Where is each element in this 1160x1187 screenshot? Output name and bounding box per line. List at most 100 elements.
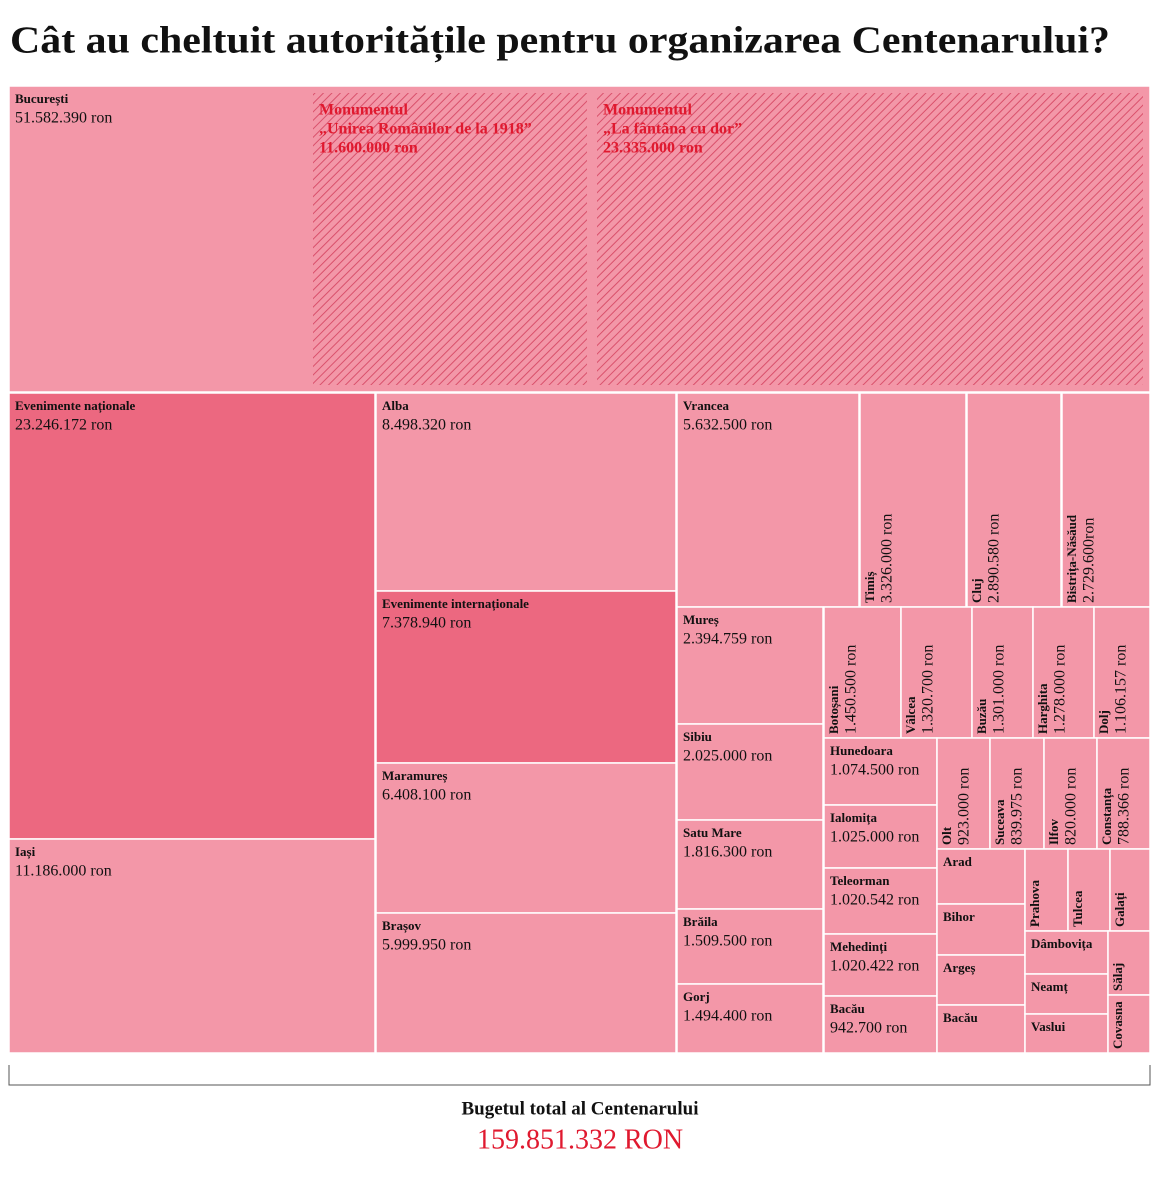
tile-label: 11.186.000 ron (15, 863, 112, 880)
tile-label: 1.301.000 ron (991, 645, 1008, 734)
tile (313, 93, 587, 385)
tile-label: Bistrița-Năsăud (1064, 514, 1080, 603)
tile-label: București (15, 91, 69, 107)
tile (966, 392, 1062, 608)
tile-label: Brașov (382, 918, 422, 934)
tile (823, 737, 938, 806)
tile-label: Bihor (943, 909, 975, 924)
tile-label: Galați (1112, 892, 1128, 927)
tile-label: 6.408.100 ron (382, 787, 471, 804)
tile-label: 8.498.320 ron (382, 417, 471, 434)
tile-label: Satu Mare (683, 825, 742, 840)
tile-label: Vrancea (683, 398, 729, 413)
tile-label: Iași (15, 844, 36, 860)
tile (936, 848, 1026, 905)
tile-label: Maramureș (382, 768, 447, 784)
tile (1109, 848, 1151, 932)
tile (989, 737, 1045, 850)
tile-label: 923.000 ron (956, 768, 973, 845)
tile-label: 1.025.000 ron (830, 829, 919, 846)
tile-label: 5.999.950 ron (382, 937, 471, 954)
tile-label: Ialomița (830, 810, 877, 826)
tile (936, 903, 1026, 956)
tile-label: Botoșani (826, 685, 842, 734)
tile (597, 93, 1143, 385)
tile-label: Dolj (1096, 710, 1111, 734)
tile-label: „La fântâna cu dor” (603, 121, 742, 138)
tile (375, 590, 677, 764)
tile-label: Bacău (830, 1001, 865, 1016)
tile-label: 7.378.940 ron (382, 615, 471, 632)
tile-label: Tulcea (1070, 890, 1085, 927)
tile-label: Brăila (683, 914, 718, 929)
tile-label: Cluj (969, 578, 984, 603)
total-value: 159.851.332 RON (477, 1124, 683, 1155)
tile-label: 2.890.580 ron (986, 514, 1003, 603)
tile (676, 606, 824, 725)
tile (936, 1004, 1026, 1054)
tile (1093, 606, 1151, 739)
tile-label: 23.246.172 ron (15, 417, 112, 434)
tile-label: Timiș (862, 571, 878, 603)
tile (1107, 994, 1151, 1054)
tile-label: 1.020.422 ron (830, 958, 919, 975)
tile-label: Constanța (1099, 787, 1115, 845)
tile-label: Ilfov (1046, 819, 1061, 846)
tile (1061, 392, 1151, 608)
tile-label: 3.326.000 ron (879, 514, 896, 603)
tile-label: 1.278.000 ron (1052, 645, 1069, 734)
tile-label: Covasna (1110, 1001, 1125, 1049)
tile-label: 839.975 ron (1009, 768, 1026, 845)
total-title: Bugetul total al Centenarului (462, 1098, 699, 1119)
treemap: București 51.582.390 ron Monumentul „Unirea… (8, 85, 1151, 1054)
tile-label: 2.025.000 ron (683, 748, 772, 765)
tile (1096, 737, 1151, 850)
tile-label: 942.700 ron (830, 1020, 907, 1037)
tile-label: 2.729.600ron (1081, 518, 1098, 603)
tile-label: Mureș (683, 612, 719, 628)
tile-label: 1.074.500 ron (830, 762, 919, 779)
tile (375, 912, 677, 1054)
tile-label: 2.394.759 ron (683, 631, 772, 648)
tile-label: 23.335.000 ron (603, 140, 703, 157)
tile-label: Evenimente naționale (15, 398, 135, 414)
tile-label: Neamț (1031, 979, 1068, 995)
tile-label: 1.816.300 ron (683, 844, 772, 861)
tile (8, 392, 376, 840)
tile (375, 762, 677, 914)
tile-label: Buzău (974, 699, 989, 734)
tile-label: Suceava (992, 799, 1007, 845)
tile-label: Harghita (1035, 683, 1050, 734)
tile (936, 737, 991, 850)
tile-label: 1.509.500 ron (683, 933, 772, 950)
tile-label: Evenimente internaționale (382, 596, 529, 612)
tile (859, 392, 967, 608)
tile (823, 933, 938, 997)
tile-label: Argeș (943, 960, 976, 976)
tile-label: 1.320.700 ron (920, 645, 937, 734)
chart-title: Cât au cheltuit autoritățile pentru orga… (10, 20, 1110, 63)
tile (676, 819, 824, 910)
tile-label: 11.600.000 ron (319, 140, 418, 157)
tile (375, 392, 677, 592)
tile-label: Mehedinți (830, 939, 887, 955)
tile (1024, 848, 1069, 932)
tile-label: 820.000 ron (1063, 768, 1080, 845)
tile-label: Bacău (943, 1010, 978, 1025)
tile-label: Teleorman (830, 873, 890, 888)
tile (676, 908, 824, 985)
tile-label: 1.450.500 ron (843, 645, 860, 734)
tile-label: 788.366 ron (1116, 768, 1133, 845)
tile (1067, 848, 1111, 932)
tile-label: Olt (939, 826, 954, 845)
tile-label: Vaslui (1031, 1019, 1066, 1034)
tile-label: Gorj (683, 989, 710, 1004)
tile-label: Prahova (1027, 880, 1042, 927)
tile-label: 1.494.400 ron (683, 1008, 772, 1025)
bracket (8, 1065, 1151, 1086)
tile (676, 392, 860, 608)
tile-label: Vâlcea (903, 696, 918, 734)
tile (823, 606, 902, 739)
tile (8, 838, 376, 1054)
